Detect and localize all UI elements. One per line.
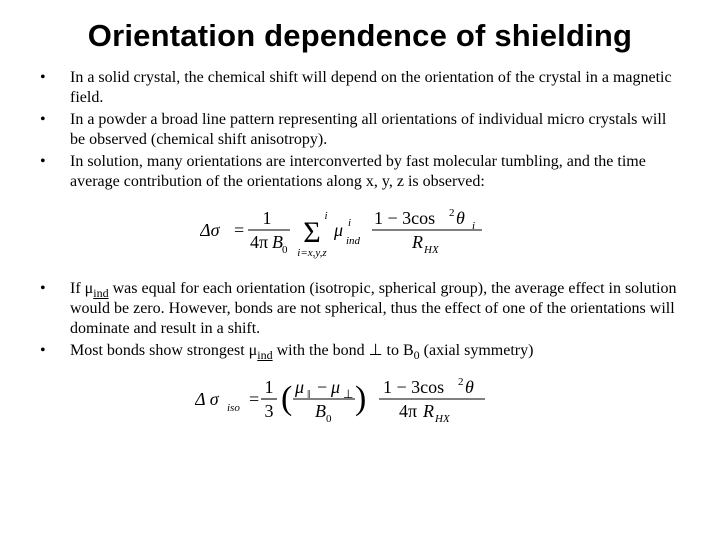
eq1-mu-sup: i xyxy=(348,217,351,229)
eq1-frac2-num-a: 1 − 3cos xyxy=(374,208,435,228)
eq2-minus: − xyxy=(317,377,327,397)
eq2-frac2: 1 − 3cos 2 θ 4π R HX xyxy=(379,376,485,425)
equation-1-wrap: Δσ = 1 4π B 0 Σ i i=x,y,z μ i ind 1 − 3c… xyxy=(30,202,690,265)
eq2-den-b-sub: 0 xyxy=(326,413,332,425)
bullet-5-text-a: Most bonds show strongest μ xyxy=(70,342,257,359)
eq2-mu-perp: μ xyxy=(330,377,340,397)
eq2-paren-frac: μ ‖ − μ ⊥ B 0 xyxy=(293,377,355,425)
eq1-frac2-den-a: R xyxy=(411,232,423,252)
equation-2: Δ σ iso = 1 3 ( μ ‖ − μ ⊥ B 0 xyxy=(195,371,525,431)
bullet-4: If μind was equal for each orientation (… xyxy=(36,279,684,339)
slide-title: Orientation dependence of shielding xyxy=(30,18,690,54)
eq1-frac1-den-a: 4π xyxy=(250,232,268,252)
eq1-mu: μ xyxy=(333,220,343,240)
bullet-list-bottom: If μind was equal for each orientation (… xyxy=(30,279,690,361)
bullet-4-sub: ind xyxy=(93,286,108,300)
eq2-lhs: Δ σ xyxy=(195,389,220,409)
bullet-5-text-d: (axial symmetry) xyxy=(420,342,534,359)
eq2-frac2-num-sup: 2 xyxy=(458,376,464,388)
eq2-frac2-num-b: θ xyxy=(465,377,474,397)
bullet-4-text-a: If μ xyxy=(70,280,93,297)
eq2-rparen: ) xyxy=(355,380,366,417)
eq2-frac1-num: 1 xyxy=(265,377,274,397)
eq2-den-b: B xyxy=(315,401,326,421)
slide: Orientation dependence of shielding In a… xyxy=(0,0,720,540)
bullet-5-sub: ind xyxy=(257,348,272,362)
bullet-3: In solution, many orientations are inter… xyxy=(36,152,684,192)
eq1-equals: = xyxy=(234,220,244,240)
eq1-sum-bot: i=x,y,z xyxy=(297,247,327,259)
equation-2-wrap: Δ σ iso = 1 3 ( μ ‖ − μ ⊥ B 0 xyxy=(30,371,690,436)
eq1-frac1-den-sub: 0 xyxy=(282,244,288,256)
eq2-lparen: ( xyxy=(281,380,292,417)
equation-1: Δσ = 1 4π B 0 Σ i i=x,y,z μ i ind 1 − 3c… xyxy=(200,202,520,260)
eq1-lhs: Δσ xyxy=(200,220,221,240)
bullet-5: Most bonds show strongest μind with the … xyxy=(36,341,684,361)
eq1-frac1-num: 1 xyxy=(263,208,272,228)
eq1-frac2-den-sub: HX xyxy=(423,244,440,256)
perpendicular-icon: ⊥ xyxy=(369,342,383,359)
eq1-frac2-num-sup: 2 xyxy=(449,207,455,219)
bullet-2: In a powder a broad line pattern represe… xyxy=(36,110,684,150)
eq2-mu-par: μ xyxy=(294,377,304,397)
bullet-5-text-b: with the bond xyxy=(273,342,369,359)
eq2-iso: iso xyxy=(227,402,240,414)
eq2-frac1-den: 3 xyxy=(265,401,274,421)
bullet-1: In a solid crystal, the chemical shift w… xyxy=(36,68,684,108)
eq2-equals: = xyxy=(249,389,259,409)
eq2-frac2-den-sub: HX xyxy=(434,413,451,425)
eq2-frac2-den-b: R xyxy=(422,401,434,421)
eq2-frac2-den-a: 4π xyxy=(399,401,417,421)
bullet-4-text-b: was equal for each orientation (isotropi… xyxy=(70,280,677,337)
bullet-list-top: In a solid crystal, the chemical shift w… xyxy=(30,68,690,192)
eq2-frac2-num-a: 1 − 3cos xyxy=(383,377,444,397)
eq1-sum-top: i xyxy=(324,210,327,222)
eq1-frac2: 1 − 3cos 2 θ i R HX xyxy=(372,207,482,256)
bullet-5-text-c: to B xyxy=(383,342,414,359)
eq1-frac2-num-b: θ xyxy=(456,208,465,228)
eq1-mu-sub: ind xyxy=(346,235,361,247)
eq1-sigma: Σ xyxy=(303,216,320,249)
